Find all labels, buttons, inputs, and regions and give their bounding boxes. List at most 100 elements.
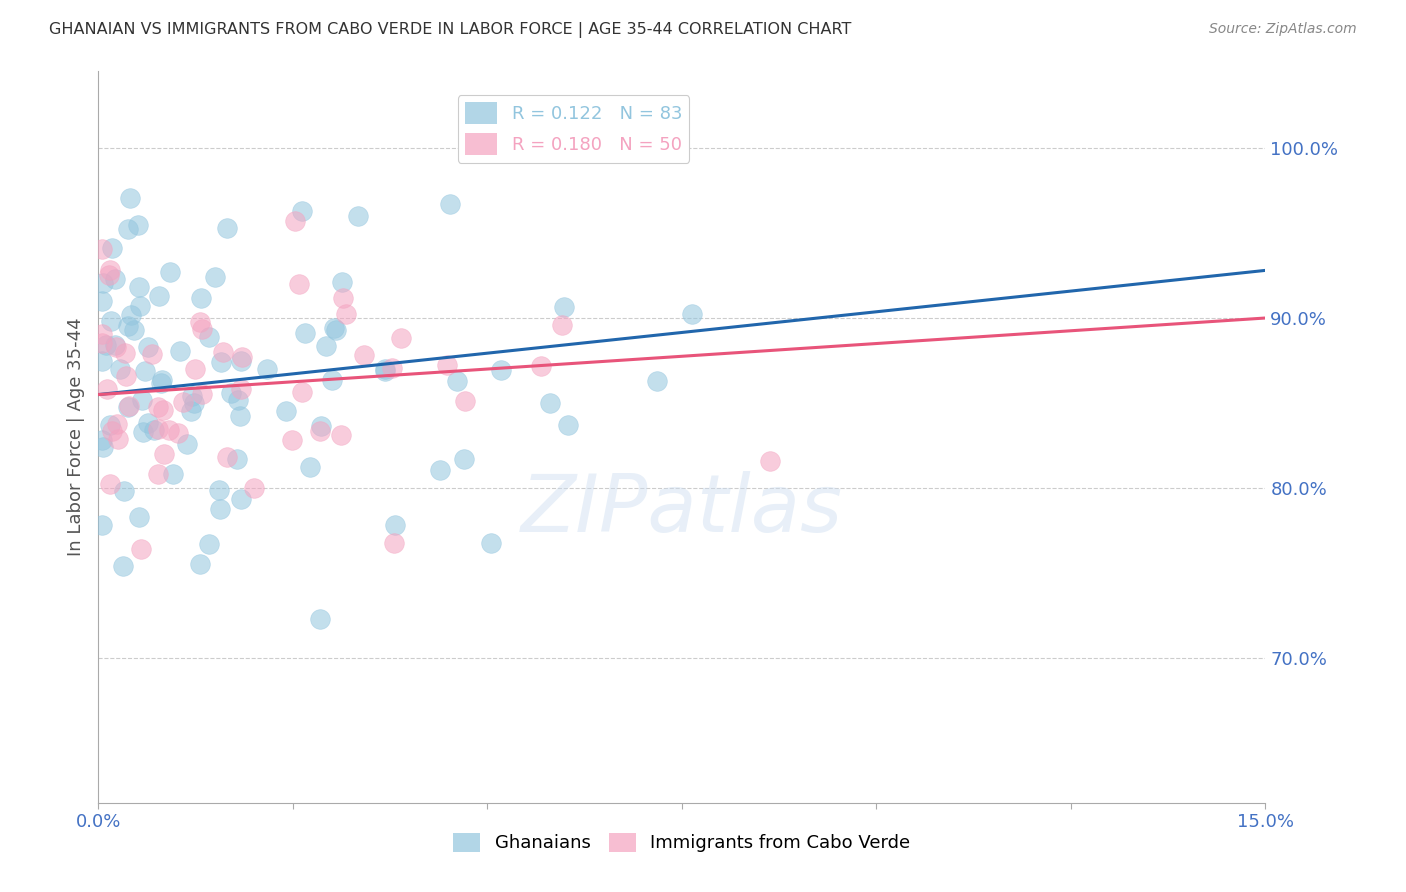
Point [188,315,211,329]
Point [127,219,149,233]
Point [322,321,344,335]
Point [120,309,142,323]
Point [530,359,553,374]
Point [190,291,212,305]
Point [551,318,574,332]
Point [299,460,322,475]
Point [208,502,231,516]
Point [309,419,332,434]
Point [117,221,139,235]
Point [111,558,134,573]
Legend: Ghanaians, Immigrants from Cabo Verde: Ghanaians, Immigrants from Cabo Verde [446,826,918,860]
Point [308,425,330,439]
Point [479,536,502,550]
Point [347,209,370,223]
Point [335,307,357,321]
Point [101,241,124,255]
Point [93,276,115,290]
Point [374,362,396,376]
Point [153,447,176,461]
Point [384,518,406,533]
Point [321,373,343,387]
Point [231,492,253,507]
Point [332,291,354,305]
Point [118,399,141,413]
Point [181,389,204,403]
Point [353,348,375,362]
Point [212,345,235,359]
Point [330,428,353,442]
Point [98,418,121,433]
Point [374,364,396,378]
Point [148,467,170,482]
Point [150,372,173,386]
Point [115,369,138,384]
Point [132,425,155,440]
Point [143,423,166,437]
Point [104,338,127,352]
Point [169,343,191,358]
Point [122,323,145,337]
Point [188,557,211,571]
Point [152,403,174,417]
Point [231,350,253,364]
Point [389,331,412,345]
Point [198,330,221,344]
Point [294,326,316,340]
Point [429,463,451,477]
Point [176,437,198,451]
Point [219,386,242,401]
Point [91,336,114,351]
Point [243,481,266,495]
Point [191,387,214,401]
Text: Source: ZipAtlas.com: Source: ZipAtlas.com [1209,22,1357,37]
Point [489,363,512,377]
Point [288,277,311,291]
Point [100,313,122,327]
Point [105,417,128,431]
Point [557,417,579,432]
Point [129,542,152,557]
Point [228,392,250,407]
Point [134,364,156,378]
Point [553,300,575,314]
Point [453,452,475,467]
Point [276,404,298,418]
Point [215,220,238,235]
Point [114,346,136,360]
Point [309,612,332,626]
Point [148,289,170,303]
Point [256,361,278,376]
Point [150,376,173,391]
Point [191,322,214,336]
Point [128,280,150,294]
Point [112,484,135,499]
Point [645,374,668,388]
Point [159,265,181,279]
Point [98,263,121,277]
Point [91,353,114,368]
Point [146,400,169,414]
Point [538,396,561,410]
Point [136,416,159,430]
Text: ZIPatlas: ZIPatlas [520,471,844,549]
Point [228,409,250,424]
Point [107,432,129,446]
Point [380,361,402,376]
Point [226,451,249,466]
Point [215,450,238,465]
Point [229,354,252,368]
Point [117,318,139,333]
Point [91,433,114,447]
Point [104,272,127,286]
Point [120,191,142,205]
Point [91,440,114,454]
Point [759,454,782,468]
Point [117,401,139,415]
Point [96,382,118,396]
Point [325,322,347,336]
Point [91,327,114,342]
Point [682,306,704,320]
Point [157,423,180,437]
Point [330,275,353,289]
